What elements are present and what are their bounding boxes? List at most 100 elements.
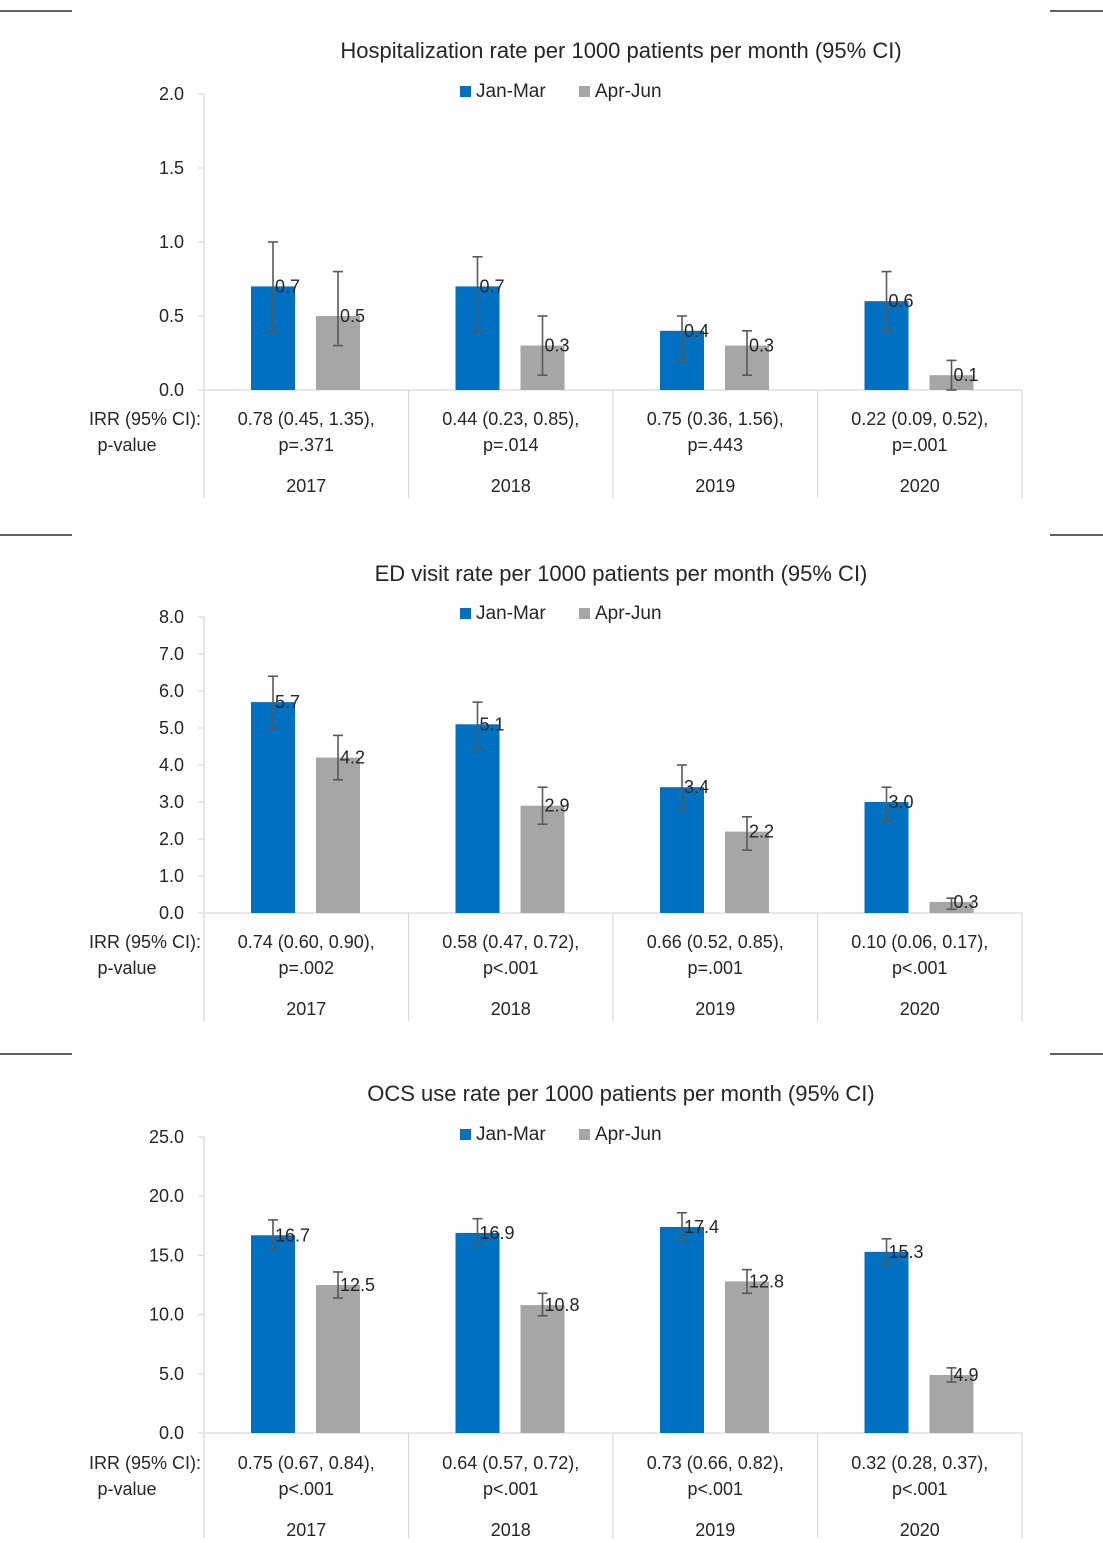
y-tick-label: 20.0 [149, 1186, 184, 1206]
category-label-2018: 2018 [491, 1520, 531, 1538]
irr-value-2020: 0.32 (0.28, 0.37), [851, 1453, 988, 1473]
error-bar [472, 1217, 483, 1247]
data-label: 3.0 [889, 792, 914, 812]
bar-jan-mar-2017 [251, 702, 295, 913]
error-bar [333, 270, 343, 347]
error-bar [946, 897, 957, 911]
irr-pvalue-2018: p=.014 [483, 435, 539, 455]
irr-pvalue-2017: p=.371 [278, 435, 334, 455]
bar-apr-jun-2020 [929, 1374, 974, 1433]
error-bar [333, 734, 343, 781]
data-label: 0.3 [545, 336, 570, 356]
error-bar [742, 1268, 752, 1295]
ed-visit-panel: ED visit rate per 1000 patients per mont… [0, 520, 1103, 1040]
error-bar [268, 241, 278, 332]
data-label: 2.9 [545, 796, 570, 816]
legend-swatch-jan-mar [460, 608, 471, 619]
y-tick-label: 1.0 [159, 232, 184, 252]
irr-pvalue-2019: p=.443 [687, 435, 743, 455]
irr-pvalue-2020: p<.001 [892, 1479, 948, 1499]
ocs-use-panel: OCS use rate per 1000 patients per month… [0, 1040, 1103, 1540]
error-bar [537, 786, 548, 826]
legend-swatch-jan-mar [460, 1129, 471, 1140]
category-label-2018: 2018 [491, 476, 531, 496]
legend-label-apr-jun: Apr-Jun [595, 1124, 662, 1145]
legend-label-apr-jun: Apr-Jun [595, 603, 662, 624]
hospitalization-chart: Hospitalization rate per 1000 patients p… [0, 10, 1103, 498]
data-label: 4.2 [340, 748, 365, 768]
bar-apr-jun-2019 [725, 1281, 769, 1433]
data-label: 0.1 [954, 365, 979, 385]
irr-value-2018: 0.58 (0.47, 0.72), [442, 932, 579, 952]
category-label-2020: 2020 [900, 476, 940, 496]
bar-jan-mar-2018 [455, 1232, 500, 1433]
irr-value-2019: 0.73 (0.66, 0.82), [647, 1453, 784, 1473]
y-tick-label: 2.0 [159, 84, 184, 104]
ed-visit-chart: ED visit rate per 1000 patients per mont… [0, 534, 1103, 1021]
bar-jan-mar-2020 [864, 1251, 909, 1433]
irr-row-label-pvalue: p-value [97, 958, 156, 978]
error-bar [268, 675, 278, 729]
y-tick-label: 0.0 [159, 1423, 184, 1443]
category-label-2020: 2020 [900, 999, 940, 1019]
y-tick-label: 0.0 [159, 903, 184, 923]
legend-label-apr-jun: Apr-Jun [595, 81, 662, 102]
hospitalization-panel: Hospitalization rate per 1000 patients p… [0, 0, 1103, 520]
category-label-2017: 2017 [286, 999, 326, 1019]
error-bar [881, 786, 892, 822]
data-label: 0.7 [275, 276, 300, 296]
error-bar [881, 1238, 892, 1265]
chart-title: OCS use rate per 1000 patients per month… [367, 1081, 874, 1106]
irr-pvalue-2019: p<.001 [687, 1479, 743, 1499]
error-bar [881, 270, 892, 332]
legend-label-jan-mar: Jan-Mar [476, 1124, 546, 1145]
y-tick-label: 4.0 [159, 755, 184, 775]
data-label: 5.1 [480, 714, 505, 734]
data-label: 15.3 [889, 1242, 924, 1262]
error-bar [268, 1219, 278, 1251]
data-label: 0.3 [749, 336, 774, 356]
y-tick-label: 6.0 [159, 681, 184, 701]
data-label: 0.4 [684, 321, 709, 341]
irr-value-2019: 0.66 (0.52, 0.85), [647, 932, 784, 952]
data-label: 0.5 [340, 306, 365, 326]
y-tick-label: 0.5 [159, 306, 184, 326]
irr-value-2020: 0.10 (0.06, 0.17), [851, 932, 988, 952]
ocs-use-chart: OCS use rate per 1000 patients per month… [0, 1053, 1103, 1540]
legend-swatch-apr-jun [579, 86, 590, 97]
data-label: 0.6 [889, 291, 914, 311]
chart-title: Hospitalization rate per 1000 patients p… [340, 38, 901, 63]
irr-value-2017: 0.74 (0.60, 0.90), [238, 932, 375, 952]
y-tick-label: 5.0 [159, 718, 184, 738]
irr-pvalue-2019: p=.001 [687, 958, 743, 978]
irr-pvalue-2017: p=.002 [278, 958, 334, 978]
irr-pvalue-2018: p<.001 [483, 958, 539, 978]
irr-row-label: IRR (95% CI): [89, 1453, 201, 1473]
data-label: 17.4 [684, 1217, 719, 1237]
legend-swatch-jan-mar [460, 86, 471, 97]
y-tick-label: 7.0 [159, 644, 184, 664]
data-label: 0.7 [480, 276, 505, 296]
category-label-2020: 2020 [900, 1520, 940, 1538]
error-bar [677, 315, 687, 362]
category-label-2017: 2017 [286, 476, 326, 496]
bar-apr-jun-2018 [520, 1305, 565, 1433]
chart-title: ED visit rate per 1000 patients per mont… [375, 561, 868, 586]
irr-row-label-pvalue: p-value [97, 435, 156, 455]
irr-pvalue-2017: p<.001 [278, 1479, 334, 1499]
irr-pvalue-2018: p<.001 [483, 1479, 539, 1499]
irr-value-2017: 0.75 (0.67, 0.84), [238, 1453, 375, 1473]
irr-pvalue-2020: p<.001 [892, 958, 948, 978]
y-tick-label: 25.0 [149, 1127, 184, 1147]
error-bar [333, 1271, 343, 1299]
error-bar [677, 764, 687, 811]
bar-apr-jun-2017 [316, 757, 360, 913]
y-tick-label: 1.5 [159, 158, 184, 178]
error-bar [742, 815, 752, 851]
category-label-2019: 2019 [695, 1520, 735, 1538]
irr-value-2020: 0.22 (0.09, 0.52), [851, 409, 988, 429]
bar-apr-jun-2017 [316, 1285, 360, 1433]
error-bar [537, 1292, 548, 1317]
data-label: 3.4 [684, 777, 709, 797]
irr-value-2018: 0.64 (0.57, 0.72), [442, 1453, 579, 1473]
